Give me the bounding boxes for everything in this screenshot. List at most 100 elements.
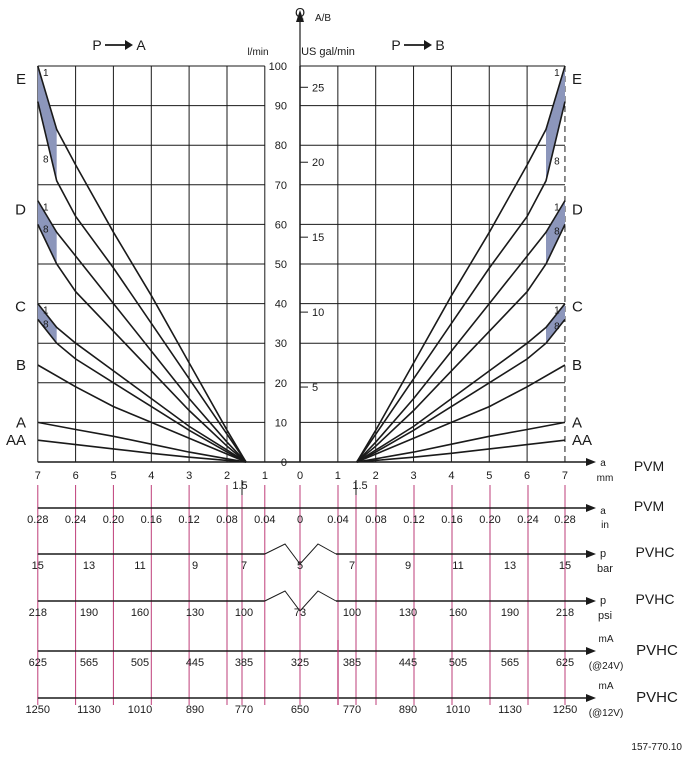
band-label-1-E: 1 bbox=[554, 68, 560, 79]
scale-ma12-tick-right: 1010 bbox=[446, 704, 470, 716]
scale-bar-unit: p bbox=[600, 548, 606, 560]
y-tick-label-50: 50 bbox=[275, 259, 287, 271]
scale-ma12-tick-left: 1130 bbox=[77, 704, 101, 716]
curve-E-lower bbox=[356, 101, 566, 463]
y-tick-label-0: 0 bbox=[281, 457, 287, 469]
drawing-number: 157-770.10 bbox=[631, 742, 682, 753]
scale-bar-tick-left: 15 bbox=[32, 560, 44, 572]
mm-tick-left-7: 7 bbox=[35, 470, 41, 482]
band-label-8-D: 8 bbox=[43, 224, 49, 235]
scale-psi-center: 73 bbox=[294, 607, 306, 619]
y-tick-label-80: 80 bbox=[275, 140, 287, 152]
curve-D-lower bbox=[356, 224, 566, 463]
scale-bar-tick-right: 15 bbox=[559, 560, 571, 572]
scale-ma12-unit: mA bbox=[599, 681, 614, 692]
scale-bar-tick-right: 13 bbox=[504, 560, 516, 572]
q-axis-label: Q bbox=[295, 5, 305, 20]
scale-ma24-tick-right: 385 bbox=[343, 657, 361, 669]
scale-ma12-tick-left: 1010 bbox=[128, 704, 152, 716]
label-right-B: B bbox=[572, 357, 582, 374]
scale-arrowhead bbox=[586, 694, 596, 702]
mm-tick-right-2: 2 bbox=[373, 470, 379, 482]
y-tick-label-70: 70 bbox=[275, 180, 287, 192]
y-tick-label-40: 40 bbox=[275, 299, 287, 311]
curve-C-upper bbox=[37, 303, 247, 463]
scale-arrowhead bbox=[586, 504, 596, 512]
y-tick-label-60: 60 bbox=[275, 219, 287, 231]
curve-AA bbox=[356, 439, 566, 463]
gal-tick-label-15: 15 bbox=[312, 232, 324, 244]
scale-in-tick-right: 0.12 bbox=[403, 514, 424, 526]
scale-psi-tick-right: 100 bbox=[343, 607, 361, 619]
scale-ma24-tick-left: 565 bbox=[80, 657, 98, 669]
scale-arrowhead bbox=[586, 647, 596, 655]
scale-arrowhead bbox=[586, 550, 596, 558]
band-label-1-D: 1 bbox=[43, 203, 49, 214]
unit-usgal-label: US gal/min bbox=[301, 46, 355, 58]
curve-C-lower bbox=[37, 318, 247, 463]
band-E bbox=[546, 66, 565, 181]
scale-in-tick-left: 0.24 bbox=[65, 514, 86, 526]
band-D bbox=[546, 200, 565, 264]
left-grid bbox=[37, 65, 266, 463]
scale-ma24-tick-left: 625 bbox=[29, 657, 47, 669]
scale-in-tick-right: 0.08 bbox=[365, 514, 386, 526]
scale-bar-tick-left: 9 bbox=[192, 560, 198, 572]
scale-bar-tick-left: 7 bbox=[241, 560, 247, 572]
scale-psi-tick-right: 190 bbox=[501, 607, 519, 619]
scale-in-tick-right: 0.16 bbox=[441, 514, 462, 526]
scale-psi-tick-left: 218 bbox=[29, 607, 47, 619]
scale-bar-unit-sub: bar bbox=[597, 563, 613, 575]
scale-in-center: 0 bbox=[297, 514, 303, 526]
scale-ma24-unit: mA bbox=[599, 634, 614, 645]
scale-ma24-unit-sub: (@24V) bbox=[589, 661, 624, 672]
dead-band-label-right: 1.5 bbox=[352, 480, 367, 492]
q-axis-subscript: A/B bbox=[315, 13, 331, 24]
mm-tick-right-4: 4 bbox=[448, 470, 454, 482]
mm-unit-a: a bbox=[600, 458, 606, 469]
curve-B bbox=[356, 364, 566, 463]
scale-ma12-tick-left: 770 bbox=[235, 704, 253, 716]
mm-tick-left-3: 3 bbox=[186, 470, 192, 482]
scale-ma12-tick-right: 1250 bbox=[553, 704, 577, 716]
scale-bar-tick-right: 9 bbox=[405, 560, 411, 572]
scale-ma24-tick-right: 445 bbox=[399, 657, 417, 669]
right-grid bbox=[299, 65, 566, 463]
scale-psi-model: PVHC bbox=[636, 591, 675, 607]
scale-in-tick-left: 0.08 bbox=[216, 514, 237, 526]
y-tick-label-30: 30 bbox=[275, 338, 287, 350]
scale-ma24-tick-right: 565 bbox=[501, 657, 519, 669]
scale-ma24 bbox=[37, 647, 596, 655]
curve-C-lower bbox=[356, 318, 566, 463]
curve-A bbox=[37, 421, 247, 463]
label-left-AA: AA bbox=[6, 432, 26, 449]
band-D bbox=[37, 200, 57, 264]
q-axis-arrowhead bbox=[296, 10, 304, 22]
scale-bar-tick-right: 7 bbox=[349, 560, 355, 572]
mm-tick-left-1: 1 bbox=[262, 470, 268, 482]
scale-bar-tick-right: 11 bbox=[452, 560, 463, 572]
scale-ma12-center: 650 bbox=[291, 704, 309, 716]
band-C bbox=[546, 303, 565, 344]
scale-in-tick-right: 0.20 bbox=[479, 514, 500, 526]
label-left-E: E bbox=[16, 71, 26, 88]
band-label-1-C: 1 bbox=[43, 306, 49, 317]
scale-in-tick-left: 0.12 bbox=[178, 514, 199, 526]
gal-tick-label-10: 10 bbox=[312, 307, 324, 319]
mm-tick-right-6: 6 bbox=[524, 470, 530, 482]
band-C bbox=[37, 303, 57, 344]
arrow-p-b-source: P bbox=[391, 37, 400, 53]
scale-in-tick-right: 0.28 bbox=[554, 514, 575, 526]
curve-E-upper bbox=[356, 65, 566, 463]
scale-break bbox=[264, 590, 337, 612]
scale-bar-model: PVHC bbox=[636, 544, 675, 560]
unit-lmin-label: l/min bbox=[247, 47, 268, 58]
scale-bar-tick-left: 11 bbox=[134, 560, 145, 572]
arrow-p-b-target: B bbox=[435, 37, 444, 53]
scale-ma24-tick-right: 505 bbox=[449, 657, 467, 669]
y-tick-label-20: 20 bbox=[275, 378, 287, 390]
scale-arrowhead bbox=[586, 597, 596, 605]
scale-ma12-tick-right: 1130 bbox=[498, 704, 522, 716]
scale-in-tick-left: 0.20 bbox=[103, 514, 124, 526]
